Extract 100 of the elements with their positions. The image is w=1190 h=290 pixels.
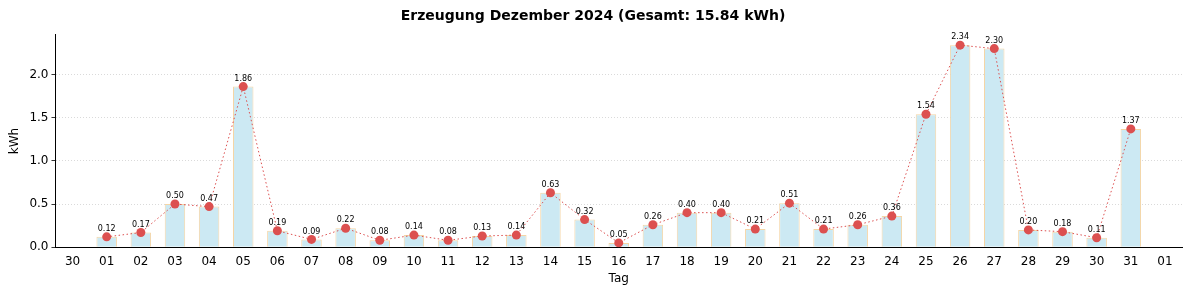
point [614, 238, 624, 248]
point [1126, 124, 1136, 134]
point [477, 231, 487, 241]
x-tick-label: 25 [918, 253, 934, 268]
x-tick-label: 31 [1123, 253, 1139, 268]
x-tick-label: 12 [474, 253, 490, 268]
data-label: 1.54 [917, 101, 935, 111]
point [989, 44, 999, 54]
point [648, 220, 658, 230]
point [716, 208, 726, 218]
x-tick-label: 16 [611, 253, 627, 268]
data-label: 0.50 [166, 191, 184, 201]
data-label: 1.37 [1121, 115, 1140, 125]
x-tick-label: 08 [338, 253, 354, 268]
data-label: 0.36 [882, 203, 901, 213]
data-label: 0.08 [370, 227, 389, 237]
point [955, 40, 965, 50]
x-tick-label: 05 [235, 253, 251, 268]
x-tick-label: 17 [645, 253, 661, 268]
point [170, 199, 180, 209]
data-label: 0.20 [1019, 217, 1038, 227]
x-tick-label: 03 [167, 253, 183, 268]
x-tick-label: 11 [440, 253, 456, 268]
x-tick-label: 30 [1089, 253, 1105, 268]
x-tick-label: 30 [64, 253, 81, 268]
point [341, 223, 351, 233]
data-label: 2.34 [951, 32, 970, 42]
x-tick-label: 22 [815, 253, 832, 268]
data-label: 0.08 [439, 227, 457, 237]
data-label: 0.26 [848, 211, 867, 221]
point [307, 234, 317, 244]
x-tick-label: 19 [713, 253, 729, 268]
x-tick-label: 06 [269, 253, 286, 268]
point [921, 109, 931, 119]
x-tick-label: 21 [781, 253, 798, 268]
x-tick-label: 13 [508, 253, 524, 268]
point [1058, 227, 1068, 237]
x-tick-label: 15 [576, 253, 593, 268]
data-label: 0.13 [473, 223, 492, 233]
x-tick-label: 01 [1157, 253, 1173, 268]
data-label: 0.18 [1053, 218, 1072, 228]
point [272, 226, 282, 236]
point [580, 215, 590, 225]
data-label: 0.51 [780, 190, 799, 200]
data-label: 0.12 [97, 223, 116, 233]
y-tick-label: 1.0 [29, 152, 49, 167]
data-label: 0.21 [814, 216, 833, 226]
x-tick-label: 07 [303, 253, 320, 268]
chart-title: Erzeugung Dezember 2024 (Gesamt: 15.84 kWh) [400, 7, 786, 24]
point [545, 188, 555, 198]
x-tick-label: 09 [372, 253, 388, 268]
data-label: 0.05 [609, 229, 628, 239]
point [682, 208, 692, 218]
x-tick-label: 02 [133, 253, 149, 268]
x-tick-label: 28 [1020, 253, 1037, 268]
point [409, 230, 419, 240]
x-tick-label: 24 [884, 253, 900, 268]
point [375, 235, 385, 245]
x-axis-title: Tag [607, 270, 629, 285]
x-tick-label: 23 [850, 253, 866, 268]
x-tick-label: 29 [1054, 253, 1071, 268]
point [853, 220, 863, 230]
data-label: 0.21 [746, 216, 765, 226]
data-label: 0.63 [541, 179, 560, 189]
y-tick-label: 1.5 [29, 109, 49, 124]
data-label: 0.19 [268, 217, 287, 227]
y-tick-label: 0.5 [29, 196, 49, 211]
point [238, 82, 248, 92]
point [784, 198, 794, 208]
x-tick-label: 01 [99, 253, 115, 268]
x-tick-label: 04 [201, 253, 217, 268]
point [136, 228, 146, 238]
data-label: 2.30 [985, 35, 1004, 45]
data-label: 0.14 [507, 222, 526, 232]
data-label: 0.14 [405, 222, 423, 232]
y-tick-label: 0.0 [29, 239, 49, 254]
point [887, 211, 897, 221]
data-label: 0.17 [131, 219, 150, 229]
data-label: 0.32 [575, 206, 594, 216]
data-label: 0.09 [302, 226, 321, 236]
data-label: 0.40 [678, 199, 696, 209]
point [1092, 233, 1102, 243]
point [511, 230, 521, 240]
x-tick-label: 14 [542, 253, 559, 268]
data-label: 0.11 [1087, 224, 1106, 234]
y-axis-title: kWh [7, 127, 22, 155]
point [204, 202, 214, 212]
x-tick-label: 10 [406, 253, 422, 268]
data-label: 0.47 [200, 193, 219, 203]
point [443, 235, 453, 245]
x-tick-label: 20 [747, 253, 763, 268]
y-tick-label: 2.0 [29, 66, 49, 81]
x-tick-label: 26 [952, 253, 968, 268]
x-tick-label: 27 [986, 253, 1002, 268]
data-label: 0.40 [712, 199, 731, 209]
data-label: 0.26 [643, 211, 662, 221]
point [819, 224, 829, 234]
data-label: 1.86 [234, 73, 253, 83]
point [750, 224, 760, 234]
x-tick-label: 18 [679, 253, 695, 268]
